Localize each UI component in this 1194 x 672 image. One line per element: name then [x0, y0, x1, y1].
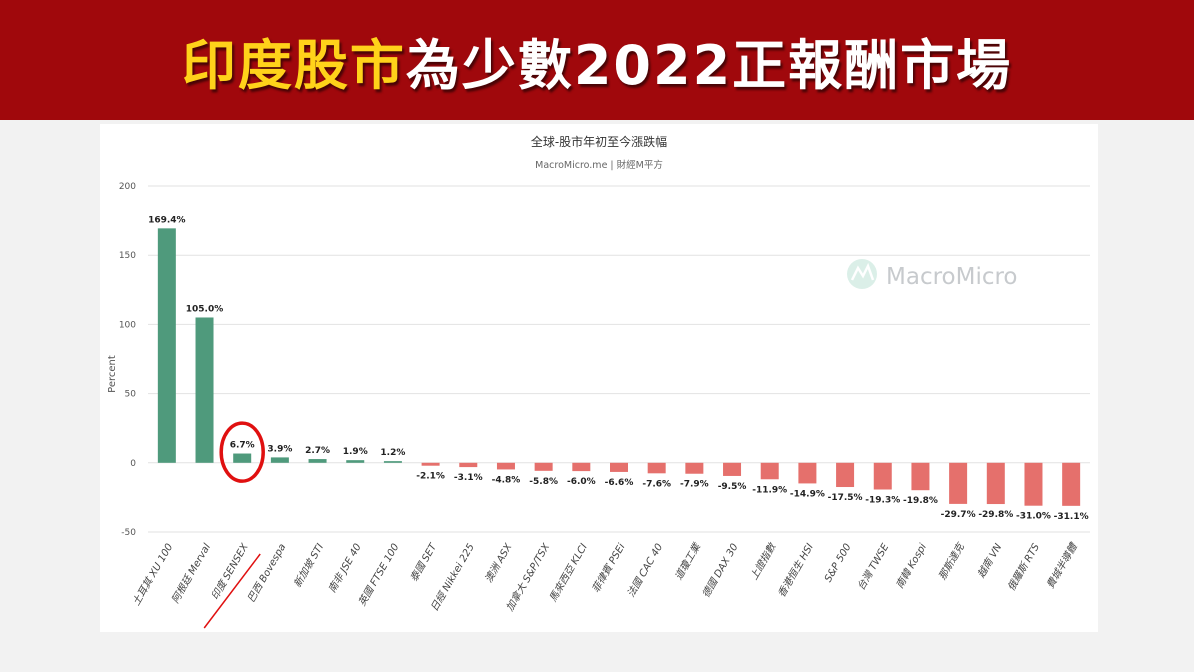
data-label: -11.9%	[752, 485, 787, 495]
x-tick-label: 南韓 Kospi	[894, 541, 929, 590]
bar	[421, 462, 440, 466]
data-label: -7.9%	[680, 480, 709, 490]
data-label: -17.5%	[828, 493, 863, 503]
bar	[610, 462, 628, 472]
page-title: 印度股市 為少數2022正報酬市場	[0, 0, 1194, 120]
x-tick-label: 馬來西亞 KLCI	[547, 541, 590, 604]
bar	[836, 462, 855, 488]
page-title-rest: 為少數2022正報酬市場	[405, 33, 1013, 97]
data-label: 1.2%	[380, 448, 405, 458]
x-tick-label: 菲律賓 PSEi	[590, 541, 628, 595]
x-tick-label: 英國 FTSE 100	[356, 542, 401, 609]
data-label: -14.9%	[790, 489, 825, 499]
data-label: -31.1%	[1054, 512, 1089, 522]
data-label: -2.1%	[416, 472, 445, 482]
data-label: 2.7%	[305, 446, 330, 456]
chart-subtitle: MacroMicro.me | 財經M平方	[535, 159, 663, 171]
x-tick-label: 法國 CAC 40	[625, 542, 665, 600]
bar	[1024, 462, 1043, 506]
bar	[157, 228, 176, 463]
watermark-logo: MacroMicro	[847, 259, 1018, 290]
y-tick-label: 50	[125, 390, 137, 400]
data-labels: 169.4% 105.0% 6.7% 3.9% 2.7% 1.9% 1.2% -2.1% -3.…	[148, 215, 1089, 521]
title-banner: 印度股市 為少數2022正報酬市場	[0, 0, 1194, 120]
highlight-circle	[219, 421, 265, 483]
x-tick-label: S&P 500	[823, 542, 854, 584]
data-label: -7.6%	[642, 479, 671, 489]
bar	[346, 460, 365, 463]
data-label: -31.0%	[1016, 512, 1051, 522]
watermark-text: MacroMicro	[886, 264, 1018, 290]
x-tick-label: 阿根廷 Merval	[169, 541, 213, 605]
y-tick-label: 0	[130, 459, 136, 469]
data-label: -6.6%	[605, 478, 634, 488]
bar	[195, 317, 214, 463]
x-tick-label: 道瓊工業	[673, 540, 704, 582]
bar	[647, 462, 666, 474]
y-axis-ticks: -50 0 50 100 150 200	[119, 182, 136, 538]
page-title-highlight: 印度股市	[181, 33, 406, 97]
bar	[873, 462, 892, 490]
data-label: -9.5%	[718, 482, 747, 492]
data-label: -19.3%	[865, 496, 900, 506]
highlight-underline	[203, 553, 261, 629]
data-label: 3.9%	[267, 444, 292, 454]
data-label: -3.1%	[454, 473, 483, 483]
data-label: 1.9%	[343, 447, 368, 457]
data-label: -4.8%	[492, 475, 521, 485]
data-label: -5.8%	[529, 477, 558, 487]
data-label: -29.7%	[941, 510, 976, 520]
x-tick-label: 香港恒生 HSI	[776, 541, 816, 599]
data-label: -29.8%	[978, 510, 1013, 520]
x-tick-label: 南非 JSE 40	[326, 542, 364, 595]
bar	[270, 457, 289, 463]
y-tick-label: 150	[119, 251, 136, 261]
bar	[308, 459, 327, 463]
x-tick-label: 台灣 TWSE	[855, 541, 892, 592]
y-tick-label: 100	[119, 320, 136, 330]
data-label: 105.0%	[186, 304, 224, 314]
x-tick-label: 澳洲 ASX	[483, 541, 516, 585]
y-tick-label: -50	[121, 528, 136, 538]
x-tick-label: 巴西 Bovespa	[246, 542, 288, 605]
bar	[572, 462, 591, 472]
x-tick-label: 泰國 SET	[408, 541, 440, 584]
bar-series	[157, 228, 1081, 506]
data-label: 6.7%	[230, 441, 255, 451]
bar-chart: 全球-股市年初至今漲跌幅 MacroMicro.me | 財經M平方 Macro…	[107, 134, 1090, 629]
y-tick-label: 200	[119, 182, 136, 192]
x-tick-label: 新加坡 STI	[291, 541, 326, 589]
data-label: -6.0%	[567, 477, 596, 487]
highlight-annotation	[203, 421, 265, 629]
x-tick-label: 俄羅斯 RTS	[1005, 541, 1042, 593]
bar	[233, 453, 252, 463]
bar	[1062, 462, 1081, 506]
bar	[798, 462, 817, 484]
y-axis-label: Percent	[107, 355, 118, 393]
x-tick-label: 那斯達克	[936, 540, 967, 582]
x-tick-label: 德國 DAX 30	[700, 542, 741, 600]
bar	[911, 462, 930, 491]
bar	[723, 462, 742, 476]
bar	[986, 462, 1005, 505]
x-tick-label: 上證指數	[748, 540, 779, 582]
macromicro-logo-mark	[850, 262, 875, 281]
bar	[534, 462, 553, 471]
bar	[459, 462, 478, 468]
data-label: 169.4%	[148, 215, 186, 225]
chart-card: 全球-股市年初至今漲跌幅 MacroMicro.me | 財經M平方 Macro…	[100, 124, 1098, 632]
bar	[760, 462, 779, 480]
bar	[949, 462, 968, 504]
bar	[383, 461, 402, 463]
x-tick-label: 土耳其 XU 100	[130, 542, 175, 608]
chart-title: 全球-股市年初至今漲跌幅	[531, 134, 667, 149]
data-label: -19.8%	[903, 496, 938, 506]
bar	[685, 462, 704, 474]
bar	[496, 462, 515, 470]
x-tick-label: 費城半導體	[1044, 540, 1080, 591]
x-tick-label: 越南 VN	[975, 541, 1004, 580]
